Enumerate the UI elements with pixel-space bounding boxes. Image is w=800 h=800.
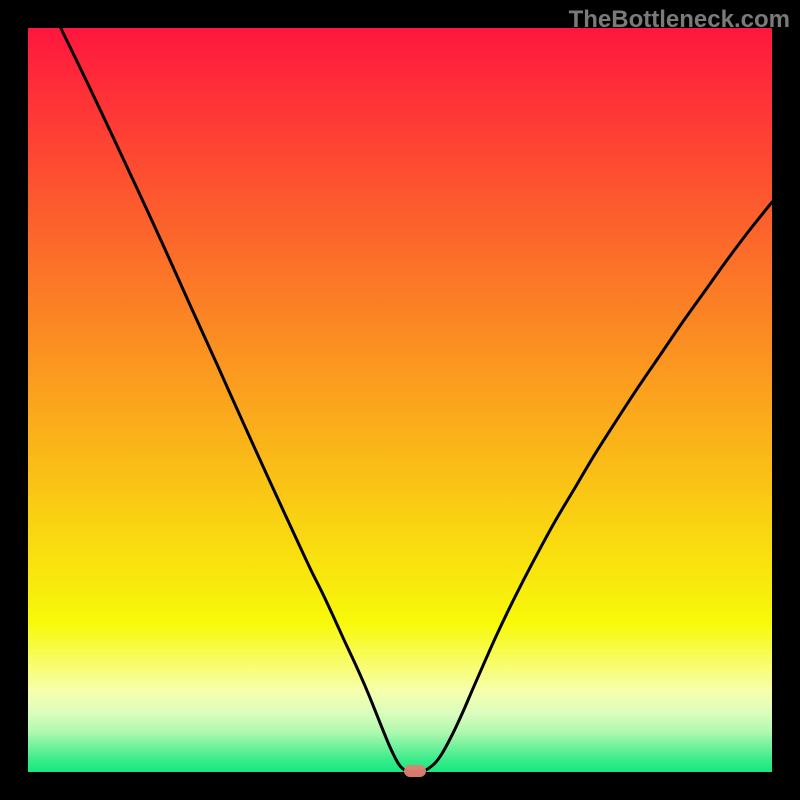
bottleneck-curve: [0, 0, 800, 800]
optimal-point-marker: [404, 765, 426, 777]
